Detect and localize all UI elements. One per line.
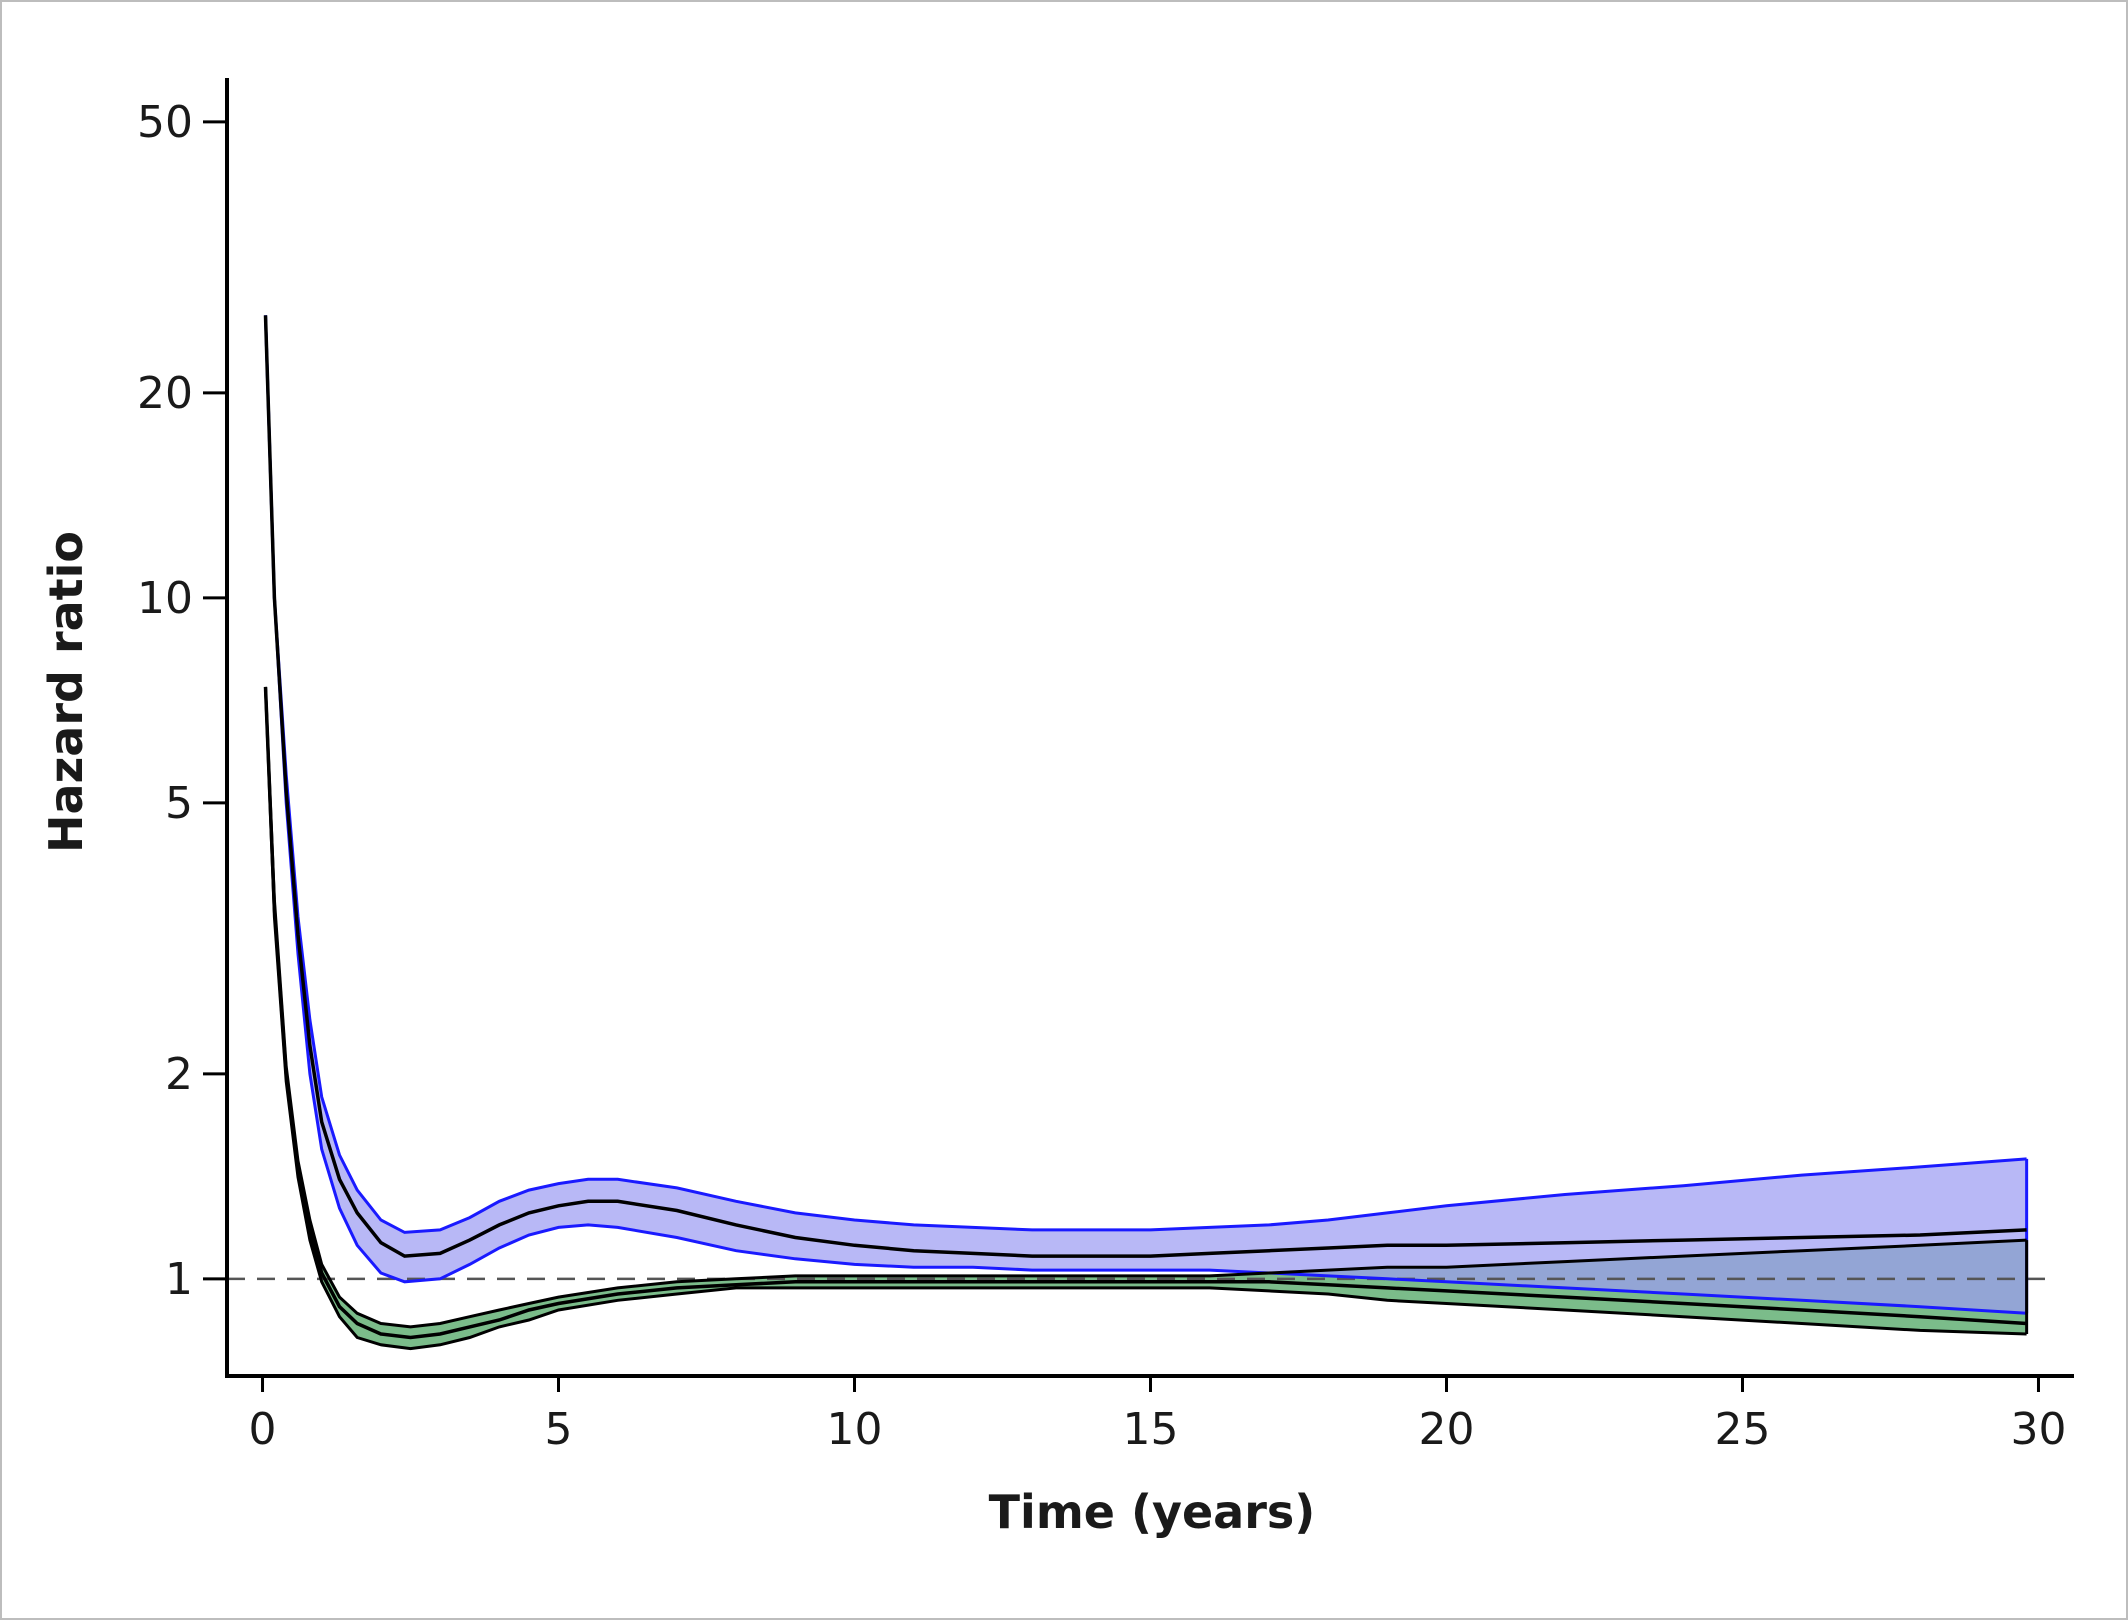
y-tick-label-20: 20	[137, 368, 193, 419]
plot-area	[227, 315, 2054, 1351]
series-2-lower-bound	[264, 686, 2027, 1351]
x-axis-title: Time (years)	[989, 1485, 1316, 1539]
y-tick-label-1: 1	[165, 1254, 193, 1305]
series-1-lower-bound	[264, 315, 2027, 1315]
series-1-upper-bound	[264, 315, 2027, 1234]
x-tick-label-10: 10	[827, 1404, 883, 1455]
y-tick-label-50: 50	[137, 97, 193, 148]
x-tick-label-25: 25	[1714, 1404, 1770, 1455]
x-tick-label-15: 15	[1123, 1404, 1179, 1455]
series-2-upper-bound	[264, 686, 2027, 1329]
y-tick-label-10: 10	[137, 573, 193, 624]
y-axis-title: Hazard ratio	[39, 531, 93, 853]
x-tick-label-20: 20	[1418, 1404, 1474, 1455]
x-tick-label-5: 5	[545, 1404, 573, 1455]
y-tick-label-5: 5	[165, 778, 193, 829]
series-1-estimate-line	[263, 315, 2027, 1258]
series-2-estimate-line	[263, 686, 2027, 1340]
y-tick-label-2: 2	[165, 1049, 193, 1100]
x-tick-label-30: 30	[2010, 1404, 2066, 1455]
x-tick-label-0: 0	[249, 1404, 277, 1455]
series-1-ci-band	[265, 315, 2027, 1314]
